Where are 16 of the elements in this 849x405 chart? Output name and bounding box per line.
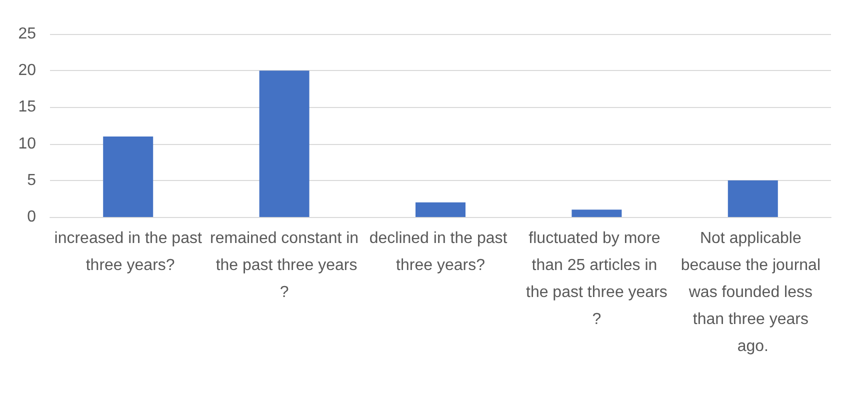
bar bbox=[259, 70, 310, 217]
y-tick-label: 25 bbox=[18, 26, 36, 42]
x-tick-label: Not applicable because the journal was founded less than three years ago. bbox=[680, 230, 825, 355]
bar bbox=[728, 180, 778, 217]
y-tick-label: 20 bbox=[18, 62, 36, 80]
bar bbox=[572, 210, 622, 217]
x-tick-label: fluctuated by more than 25 articles in the past three years? bbox=[526, 230, 668, 328]
y-tick-label: 10 bbox=[18, 135, 36, 152]
x-tick-label: remained constant in the past three years? bbox=[210, 230, 359, 301]
x-tick-label: increased in the past three years? bbox=[54, 230, 202, 274]
bar bbox=[416, 202, 466, 217]
y-tick-label: 5 bbox=[27, 172, 36, 189]
x-tick-label: declined in the past three years? bbox=[369, 230, 512, 274]
bar bbox=[103, 136, 154, 217]
y-tick-label: 15 bbox=[18, 98, 36, 116]
y-tick-label: 0 bbox=[27, 208, 36, 226]
